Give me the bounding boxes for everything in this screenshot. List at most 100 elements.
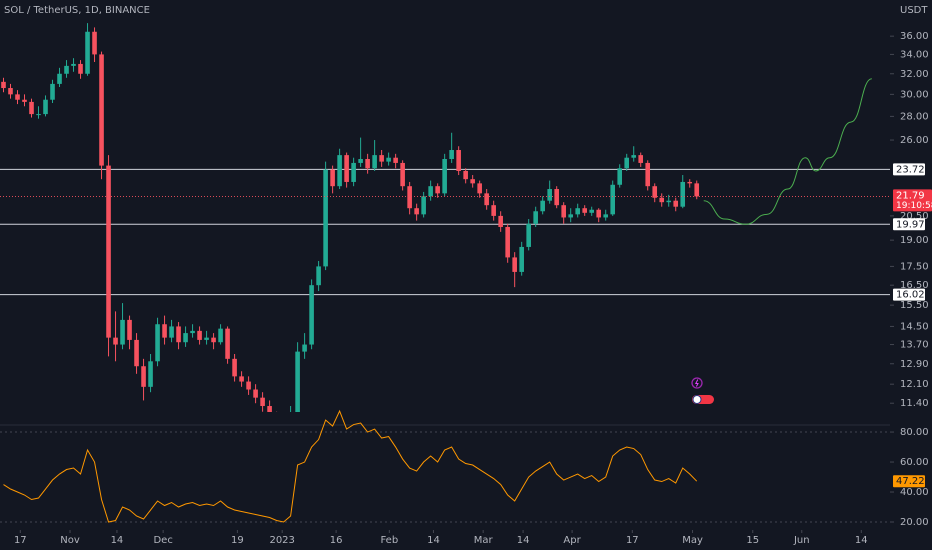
candle-body	[141, 366, 146, 387]
candle-body	[78, 63, 83, 74]
event-icon	[691, 377, 703, 389]
candle-body	[456, 150, 461, 171]
x-tick-label: 15	[746, 535, 759, 546]
candle-body	[547, 189, 552, 201]
candle-body	[36, 114, 41, 116]
candle-body	[589, 209, 594, 213]
candle-body	[407, 186, 412, 209]
y-tick-label: 12.10	[900, 379, 929, 390]
rsi-tick-label: 20.00	[900, 517, 929, 528]
y-tick-label: 16.50	[900, 280, 929, 291]
candle-body	[680, 181, 686, 207]
y-tick-label: 14.50	[900, 321, 929, 332]
last-price-tag	[893, 189, 932, 212]
x-tick-label: Mar	[474, 535, 494, 546]
x-tick-label: 16	[330, 535, 343, 546]
candle-body	[92, 31, 97, 55]
candle-body	[512, 257, 517, 272]
y-tick-label: 13.70	[900, 340, 929, 351]
x-tick-label: 14	[855, 535, 868, 546]
x-tick-label: 17	[626, 535, 639, 546]
level-tag	[893, 163, 925, 176]
candle-body	[260, 397, 265, 407]
candle-body	[197, 330, 202, 340]
candle-body	[190, 330, 195, 334]
candle-body	[330, 169, 335, 187]
candle-body	[582, 208, 587, 213]
candle-body	[148, 361, 153, 387]
y-tick-label: 36.00	[900, 31, 929, 42]
event-icons	[691, 377, 714, 404]
candle-body	[29, 101, 34, 115]
candle-body	[414, 208, 419, 215]
candle-body	[505, 226, 510, 258]
candle-body	[610, 184, 616, 215]
candle-body	[400, 162, 405, 187]
candle-body	[687, 181, 693, 184]
candle-body	[22, 99, 27, 102]
projection-line	[703, 78, 872, 225]
level-label: 19.97	[896, 219, 925, 230]
y-tick-label: 30.00	[900, 89, 929, 100]
y-tick-label: 17.50	[900, 261, 929, 272]
candle-body	[344, 155, 349, 182]
candle-body	[372, 155, 377, 169]
x-tick-label: Dec	[153, 535, 172, 546]
candle-body	[666, 200, 672, 203]
candle-body	[204, 337, 209, 340]
candle-body	[491, 205, 496, 216]
candle-body	[526, 223, 531, 247]
candle-body	[561, 205, 566, 218]
event-icon	[692, 395, 702, 404]
candle-body	[127, 319, 132, 340]
last-price-label: 21.79	[896, 190, 925, 201]
x-tick-label: 2023	[269, 535, 294, 546]
candle-body	[358, 159, 363, 163]
level-label: 23.72	[896, 164, 925, 175]
x-tick-label: Jun	[793, 535, 810, 546]
rsi-last-label: 47.22	[896, 476, 925, 487]
candle-body	[253, 389, 258, 398]
candle-body	[575, 208, 580, 215]
candle-body	[162, 324, 167, 338]
candle-body	[1, 81, 6, 89]
candle-body	[155, 324, 160, 362]
candle-body	[477, 183, 482, 194]
level-tag	[893, 218, 925, 231]
rsi-line	[3, 409, 698, 523]
candle-body	[106, 165, 111, 338]
candle-body	[568, 214, 573, 218]
level-label: 16.02	[896, 290, 925, 301]
candle-body	[624, 157, 630, 169]
candle-body	[211, 337, 216, 343]
y-tick-label: 28.00	[900, 111, 929, 122]
candle-body	[428, 186, 433, 197]
candle-body	[379, 155, 384, 162]
chart-title: SOL / TetherUS, 1D, BINANCE	[4, 5, 150, 16]
currency-label: USDT	[900, 5, 928, 16]
candle-body	[64, 65, 69, 74]
y-tick-label: 32.00	[900, 69, 929, 80]
candle-body	[652, 186, 658, 198]
y-tick-label: 20.50	[900, 211, 929, 222]
candle-body	[239, 376, 244, 382]
candle-body	[449, 150, 454, 160]
candle-body	[57, 73, 62, 84]
x-tick-label: 19	[231, 535, 244, 546]
candle-body	[533, 211, 538, 224]
candle-body	[337, 155, 342, 187]
rsi-tick-label: 80.00	[900, 427, 929, 438]
x-tick-label: 17	[14, 535, 27, 546]
candle-body	[365, 159, 370, 169]
candle-body	[302, 344, 307, 352]
candle-body	[316, 266, 321, 286]
candle-body	[631, 155, 637, 158]
candle-body	[267, 406, 272, 412]
x-tick-label: Feb	[380, 535, 398, 546]
candle-body	[8, 88, 13, 95]
candle-body	[351, 162, 356, 182]
candle-body	[43, 99, 48, 115]
candle-body	[85, 31, 90, 74]
candle-body	[596, 209, 602, 218]
